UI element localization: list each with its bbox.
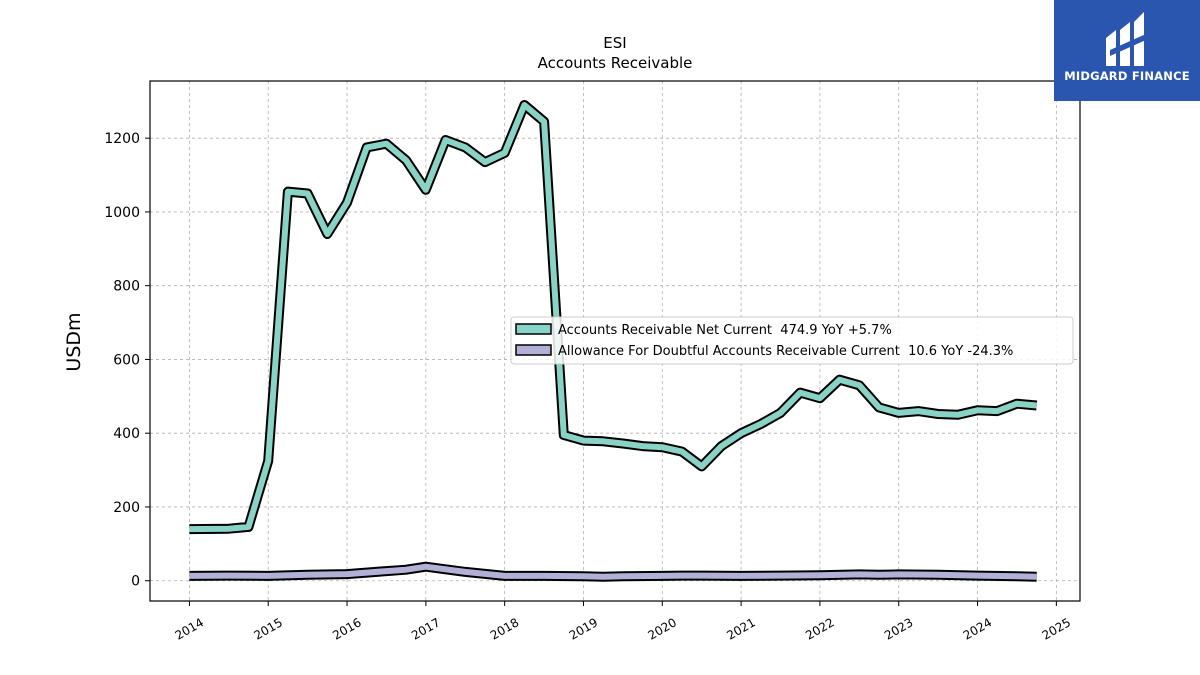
legend: Accounts Receivable Net Current 474.9 Yo… (510, 316, 1074, 365)
chart-title: ESI (603, 34, 626, 52)
y-tick-label: 1200 (104, 131, 140, 147)
y-tick-label: 0 (131, 574, 140, 590)
y-tick-label: 1000 (104, 205, 140, 221)
brand-mark-icon (1106, 12, 1146, 66)
y-tick-label: 400 (113, 426, 140, 442)
x-tick-label: 2014 (173, 615, 206, 642)
legend-label: Allowance For Doubtful Accounts Receivab… (558, 344, 1013, 359)
plot-frame (149, 80, 1081, 602)
legend-swatch (515, 323, 552, 335)
x-tick-label: 2023 (882, 615, 915, 642)
y-tick-label: 600 (113, 352, 140, 368)
legend-box (510, 316, 1074, 365)
y-tick-label: 200 (113, 500, 140, 516)
y-axis-label: USDm (63, 312, 85, 371)
chart-subtitle: Accounts Receivable (538, 54, 693, 72)
x-tick-label: 2019 (567, 615, 600, 642)
x-axis: 2014 2015 2016 2017 2018 2019 2020 2021 2022 2023… (173, 601, 1073, 643)
y-tick-label: 800 (113, 279, 140, 295)
legend-swatch (515, 344, 552, 356)
grid (150, 81, 1080, 601)
legend-label: Accounts Receivable Net Current 474.9 Yo… (558, 323, 892, 338)
brand-name: MIDGARD FINANCE (1064, 69, 1190, 83)
x-tick-label: 2025 (1040, 615, 1073, 642)
x-tick-label: 2017 (409, 615, 442, 642)
x-tick-label: 2018 (488, 615, 521, 642)
series-line-accounts-receivable-net-current (189, 102, 1037, 533)
series-line-allowance-for-doubtful-accounts-receivable-current (189, 563, 1037, 580)
x-tick-label: 2024 (961, 615, 994, 642)
x-tick-label: 2016 (330, 615, 363, 642)
brand-logo: MIDGARD FINANCE (1054, 0, 1200, 101)
series-layer (189, 100, 1038, 582)
y-axis: 0 200 400 600 800 1000 1200 (104, 131, 150, 590)
x-tick-label: 2021 (724, 615, 757, 642)
x-tick-label: 2020 (646, 615, 679, 642)
x-tick-label: 2015 (251, 615, 284, 642)
x-tick-label: 2022 (803, 615, 836, 642)
